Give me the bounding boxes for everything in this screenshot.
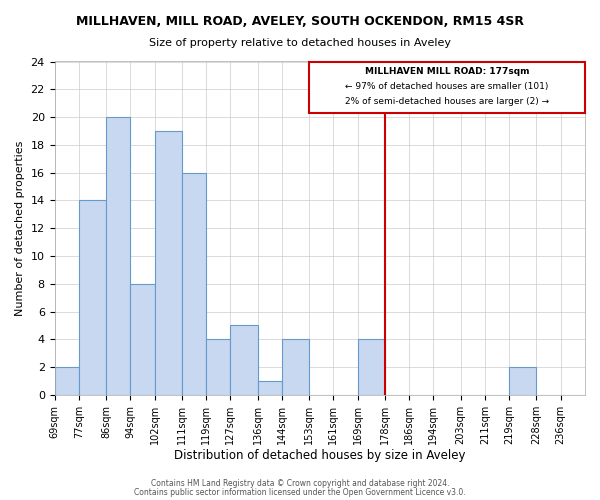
Bar bbox=[206, 340, 230, 395]
Bar bbox=[282, 340, 309, 395]
Text: MILLHAVEN MILL ROAD: 177sqm: MILLHAVEN MILL ROAD: 177sqm bbox=[365, 68, 529, 76]
Bar bbox=[182, 172, 206, 395]
Bar bbox=[358, 340, 385, 395]
Text: ← 97% of detached houses are smaller (101): ← 97% of detached houses are smaller (10… bbox=[346, 82, 549, 90]
Bar bbox=[509, 367, 536, 395]
Bar bbox=[55, 367, 79, 395]
Bar bbox=[230, 326, 257, 395]
Text: Contains HM Land Registry data © Crown copyright and database right 2024.: Contains HM Land Registry data © Crown c… bbox=[151, 479, 449, 488]
Bar bbox=[79, 200, 106, 395]
Bar bbox=[106, 117, 130, 395]
Y-axis label: Number of detached properties: Number of detached properties bbox=[15, 140, 25, 316]
Text: 2% of semi-detached houses are larger (2) →: 2% of semi-detached houses are larger (2… bbox=[345, 97, 549, 106]
X-axis label: Distribution of detached houses by size in Aveley: Distribution of detached houses by size … bbox=[174, 450, 466, 462]
Text: Size of property relative to detached houses in Aveley: Size of property relative to detached ho… bbox=[149, 38, 451, 48]
Text: MILLHAVEN, MILL ROAD, AVELEY, SOUTH OCKENDON, RM15 4SR: MILLHAVEN, MILL ROAD, AVELEY, SOUTH OCKE… bbox=[76, 15, 524, 28]
Bar bbox=[130, 284, 155, 395]
Bar bbox=[257, 381, 282, 395]
Bar bbox=[155, 131, 182, 395]
FancyBboxPatch shape bbox=[309, 62, 585, 113]
Text: Contains public sector information licensed under the Open Government Licence v3: Contains public sector information licen… bbox=[134, 488, 466, 497]
